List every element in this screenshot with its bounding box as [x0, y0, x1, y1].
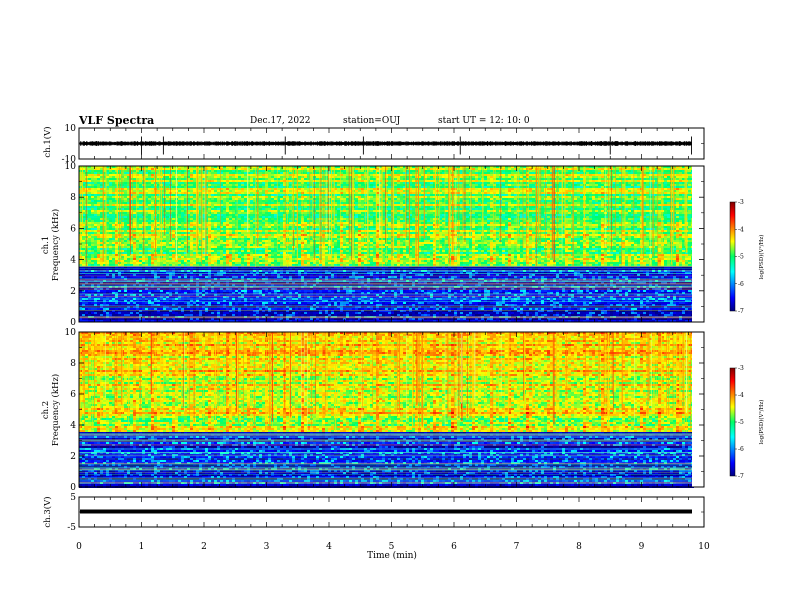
x-tick-label: 1 — [139, 542, 145, 552]
y-tick-label: 10 — [65, 124, 77, 134]
x-tick-label: 3 — [264, 542, 270, 552]
y-tick-label: 4 — [70, 256, 76, 266]
x-tick-label: 5 — [389, 542, 395, 552]
ch1-signal-trace — [80, 141, 692, 146]
ch1-colorbar: -3 -4 -5 -6 -7 — [730, 199, 744, 315]
x-axis-ticks: 0 1 2 3 4 5 6 7 8 9 10 — [76, 542, 710, 552]
ch1-spectrogram-panel: 0 2 4 6 8 10 — [65, 162, 704, 328]
ch3-waveform-ylabel: ch.3(V) — [42, 496, 53, 527]
y-tick-label: 10 — [65, 162, 77, 172]
y-tick-label: 5 — [70, 493, 76, 503]
colorbar-tick-label: -4 — [738, 226, 744, 233]
ch1-frequency-ylabel: Frequency (kHz) — [50, 209, 61, 281]
chart-title: VLF Spectra — [78, 114, 154, 127]
colorbar-tick-label: -6 — [738, 281, 744, 288]
y-tick-label: 10 — [65, 328, 77, 338]
ch1-colorbar-label: log(PSD)(V²/Hz) — [758, 235, 765, 280]
ch2-colorbar: -3 -4 -5 -6 -7 — [730, 365, 744, 480]
colorbar-tick-label: -3 — [738, 365, 744, 372]
ch3-waveform-panel: 5 -5 — [67, 493, 704, 533]
y-tick-label: 2 — [70, 452, 76, 462]
ch2-spectrogram-panel: 0 2 4 6 8 10 — [65, 328, 704, 493]
ch2-frequency-ylabel: Frequency (kHz) — [50, 374, 61, 446]
ch3-signal-trace — [80, 510, 692, 514]
ch1-channel-label: ch.1 — [41, 236, 51, 254]
date-label: Dec.17, 2022 — [250, 116, 311, 126]
colorbar-tick-label: -7 — [738, 308, 744, 315]
y-tick-label: 8 — [70, 359, 76, 369]
x-tick-label: 7 — [514, 542, 520, 552]
y-tick-label: 4 — [70, 421, 76, 431]
colorbar-tick-label: -5 — [738, 419, 744, 426]
x-tick-label: 2 — [201, 542, 207, 552]
x-tick-label: 8 — [576, 542, 582, 552]
y-tick-label: -5 — [67, 523, 76, 533]
start-time-label: start UT = 12: 10: 0 — [438, 116, 530, 126]
station-label: station=OUJ — [343, 116, 401, 126]
ch1-waveform-ylabel: ch.1(V) — [42, 126, 53, 157]
x-tick-label: 10 — [698, 542, 710, 552]
colorbar-gradient — [730, 202, 735, 311]
x-tick-label: 4 — [326, 542, 332, 552]
y-tick-label: 2 — [70, 287, 76, 297]
y-tick-label: 0 — [70, 318, 76, 328]
colorbar-tick-label: -5 — [738, 254, 744, 261]
y-tick-label: 8 — [70, 193, 76, 203]
colorbar-tick-label: -4 — [738, 392, 744, 399]
ch2-colorbar-label: log(PSD)(V²/Hz) — [758, 400, 765, 445]
y-tick-label: 6 — [70, 224, 76, 234]
x-tick-label: 0 — [76, 542, 82, 552]
colorbar-tick-label: -7 — [738, 473, 744, 480]
x-tick-label: 6 — [451, 542, 457, 552]
colorbar-gradient — [730, 368, 735, 476]
colorbar-tick-label: -6 — [738, 446, 744, 453]
colorbar-tick-label: -3 — [738, 199, 744, 206]
x-tick-label: 9 — [639, 542, 645, 552]
ch2-channel-label: ch.2 — [41, 401, 51, 419]
ch1-waveform-panel: 10-10 — [62, 124, 705, 165]
y-tick-label: 0 — [70, 483, 76, 493]
y-tick-label: 6 — [70, 390, 76, 400]
